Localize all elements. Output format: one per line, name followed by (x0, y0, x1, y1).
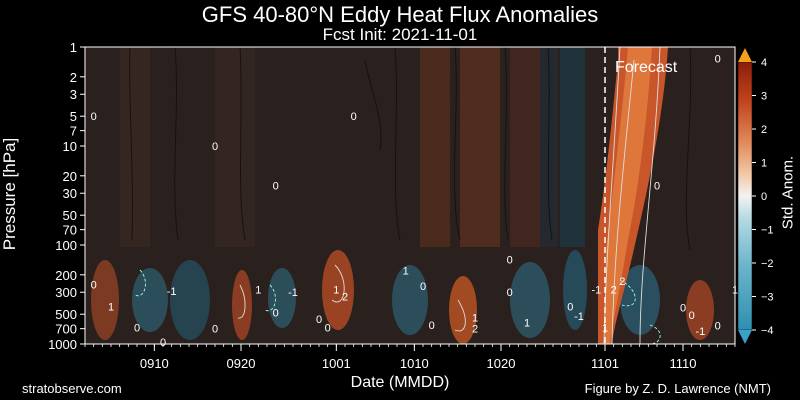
x-axis: 0910 0920 1001 1010 1020 1101 1110 (84, 344, 736, 371)
contour-label: 0 (507, 254, 513, 266)
contour-label: 0 (91, 279, 97, 291)
y-tick-label: 2 (70, 70, 77, 85)
y-tick-label: 500 (55, 307, 77, 322)
y-tick-label: 300 (55, 285, 77, 300)
contour-label: 0 (715, 320, 721, 332)
contour-label: 0 (420, 281, 426, 293)
colorbar-tick-label: −2 (761, 258, 774, 270)
contour-label: 1 (333, 284, 339, 296)
forecast-label: Forecast (615, 59, 678, 76)
contour-label: -1 (288, 287, 298, 299)
contour-label: 0 (680, 303, 686, 315)
contour-label: 0 (273, 307, 279, 319)
contour-label: 1 (403, 265, 409, 277)
y-tick-label: 70 (63, 223, 77, 238)
colorbar-tick-label: 3 (761, 91, 767, 103)
contour-label: 0 (325, 322, 331, 334)
contour-label: 0 (91, 111, 97, 123)
x-tick-label: 1010 (400, 356, 429, 371)
contour-lines (129, 47, 692, 344)
colorbar-tick-label: 4 (761, 57, 767, 69)
colorbar-tick-label: 2 (761, 124, 767, 136)
contour-label: 0 (351, 111, 357, 123)
y-tick-label: 20 (63, 169, 77, 184)
contour-label: 0 (715, 53, 721, 65)
contour-label: 1 (108, 302, 114, 314)
contour-label: 0 (212, 324, 218, 336)
colorbar-min-arrow (738, 330, 752, 344)
y-tick-label: 700 (55, 322, 77, 337)
x-tick-label: 1001 (322, 356, 351, 371)
contour-label: -1 (574, 311, 584, 323)
contour-label: 0 (689, 310, 695, 322)
y-tick-label: 30 (63, 186, 77, 201)
colorbar-tick-label: −1 (761, 225, 774, 237)
contour-label: 1 (255, 284, 261, 296)
y-tick-label: 1 (70, 40, 77, 55)
colorbar-tick-label: −4 (761, 325, 774, 337)
y-tick-label: 10 (63, 139, 77, 154)
contour-label: 0 (134, 322, 140, 334)
colorbar-max-arrow (738, 48, 752, 62)
x-tick-label: 1110 (670, 356, 697, 371)
y-axis-label: Pressure [hPa] (0, 137, 19, 251)
x-axis-label: Date (MMDD) (350, 374, 450, 391)
y-tick-label: 3 (70, 87, 77, 102)
contour-label: -1 (695, 326, 705, 338)
contour-label: 0 (567, 302, 573, 314)
y-tick-label: 5 (70, 109, 77, 124)
contour-label: 2 (611, 284, 617, 296)
credit-site: stratobserve.com (22, 381, 122, 396)
y-tick-label: 50 (63, 208, 77, 223)
contour-label: -1 (591, 284, 601, 296)
credit-author: Figure by Z. D. Lawrence (NMT) (584, 381, 771, 396)
colorbar: 4 3 2 1 0 −1 −2 −3 −4 (737, 48, 774, 344)
chart-subtitle: Fcst Init: 2021-11-01 (322, 25, 478, 44)
x-tick-label: 0920 (227, 356, 256, 371)
contour-label: -1 (167, 286, 177, 298)
contour-label: 0 (212, 141, 218, 153)
contour-label: 2 (472, 324, 478, 336)
contour-label: 0 (507, 287, 513, 299)
plot-frame (84, 46, 736, 345)
y-tick-label: 100 (55, 238, 77, 253)
contour-label: 0 (654, 180, 660, 192)
contour-label: 0 (160, 337, 166, 349)
colorbar-tick-label: 0 (761, 191, 767, 203)
contour-label: 0 (273, 180, 279, 192)
contour-label: 1 (472, 313, 478, 325)
contour-label: 0 (429, 320, 435, 332)
contour-label: 2 (619, 276, 625, 288)
x-tick-label: 0910 (140, 356, 169, 371)
y-tick-label: 1000 (48, 337, 77, 352)
x-tick-label: 1101 (591, 356, 619, 371)
y-tick-label: 7 (70, 124, 77, 139)
anomaly-field (91, 47, 714, 344)
x-tick-label: 1020 (487, 356, 516, 371)
contour-label: 2 (342, 291, 348, 303)
contour-label: 0 (316, 314, 322, 326)
y-tick-label: 200 (55, 268, 77, 283)
colorbar-label: Std. Anom. (779, 155, 797, 230)
colorbar-tick-label: −3 (761, 292, 774, 304)
colorbar-tick-label: 1 (761, 158, 767, 170)
chart-title: GFS 40-80°N Eddy Heat Flux Anomalies (201, 2, 599, 27)
contour-label: 1 (524, 318, 530, 330)
